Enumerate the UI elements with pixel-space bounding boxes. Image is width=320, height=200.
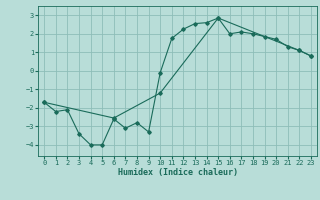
X-axis label: Humidex (Indice chaleur): Humidex (Indice chaleur) xyxy=(118,168,238,177)
